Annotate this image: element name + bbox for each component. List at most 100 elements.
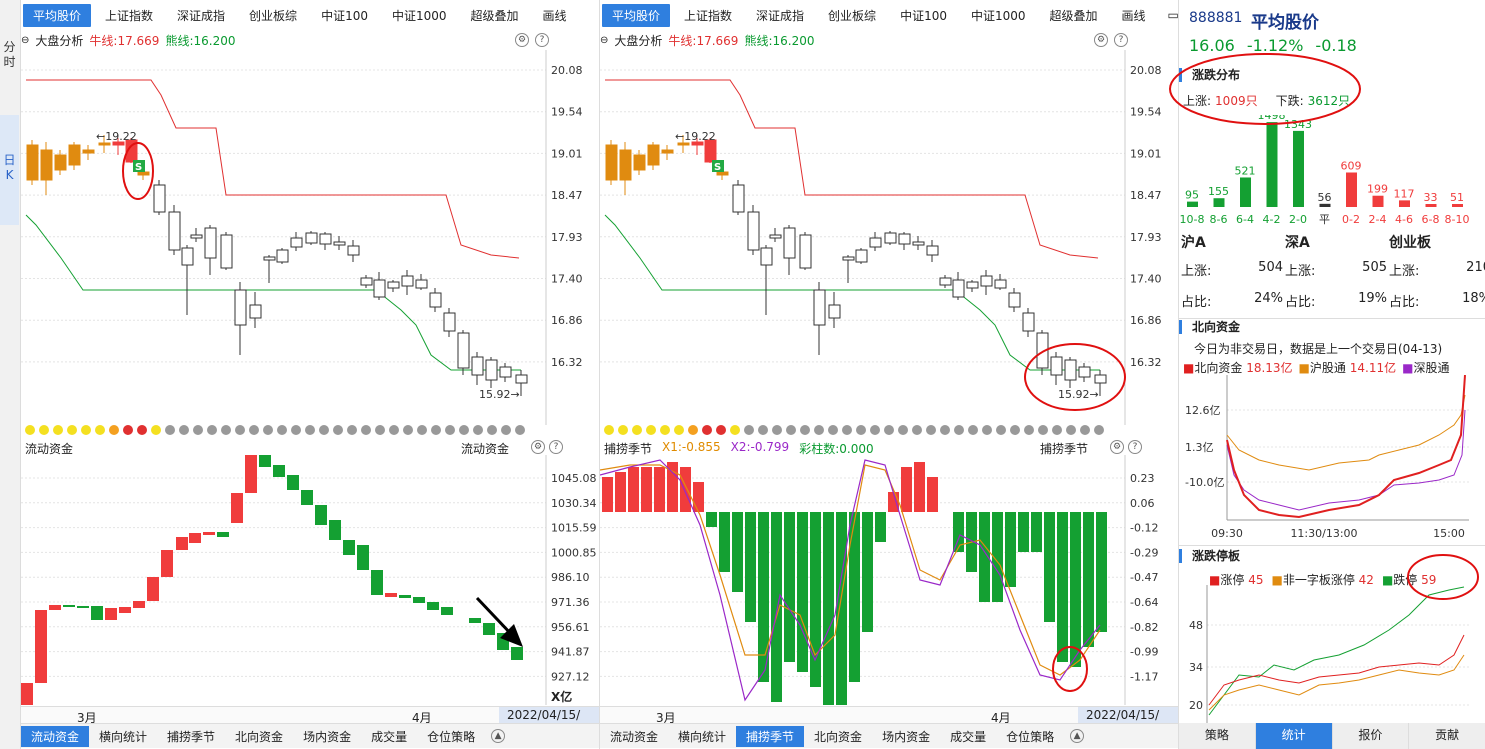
fund-bar [441, 607, 453, 615]
season-bar [979, 512, 990, 602]
tab-draw-line[interactable]: 画线 [542, 8, 567, 23]
signal-dot [235, 425, 245, 435]
market-name: 深A [1285, 235, 1310, 251]
rtab-quote[interactable]: 报价 [1332, 723, 1410, 749]
btab-onfloor[interactable]: 场内资金 [303, 729, 352, 744]
fund-bar [315, 505, 327, 525]
north-legend: ■北向资金 18.13亿 ■沪股通 14.11亿 ■深股通 [1183, 359, 1449, 376]
signal-dot [870, 425, 880, 435]
vtab-fenshi[interactable]: 分时 [0, 40, 19, 74]
mid-settings-icon[interactable]: ⚙ [1094, 33, 1108, 47]
signal-dot [207, 425, 217, 435]
market-col-0: 沪A 上涨: 504 占比: 24% [1181, 232, 1283, 310]
tab-super-overlay[interactable]: 超级叠加 [470, 8, 519, 23]
tab-sz-index[interactable]: 深证成指 [177, 8, 226, 23]
dist-range: 6-4 [1236, 213, 1254, 226]
season-bar [641, 467, 652, 512]
limit-tick-label: 48 [1189, 619, 1203, 632]
signal-dot [772, 425, 782, 435]
limit-title-text: 涨跌停板 [1179, 549, 1240, 563]
btab-season[interactable]: 捕捞季节 [167, 729, 216, 744]
candle-body [884, 232, 897, 244]
candle-body [799, 234, 812, 269]
candle-body [1008, 292, 1021, 308]
mid-ind-header: 捕捞季节 X1:-0.855 X2:-0.799 彩柱数:0.000 [604, 440, 874, 457]
ind-settings-icon[interactable]: ⚙ [531, 440, 545, 454]
mid-tab-draw-line[interactable]: 画线 [1121, 8, 1146, 23]
btab-fund[interactable]: 流动资金 [21, 725, 90, 747]
signal-dot [674, 425, 684, 435]
expand-up-icon[interactable]: ▲ [491, 729, 506, 743]
signal-dot [646, 425, 656, 435]
rtab-stats[interactable]: 统计 [1255, 723, 1333, 749]
season-bar [1083, 512, 1094, 647]
signal-dot [25, 425, 35, 435]
tab-csi100[interactable]: 中证100 [321, 8, 368, 23]
mid-btab-season[interactable]: 捕捞季节 [736, 725, 805, 747]
tab-sh-index[interactable]: 上证指数 [105, 8, 154, 23]
mid-tab-csi1000[interactable]: 中证1000 [970, 8, 1026, 23]
btab-position[interactable]: 仓位策略 [427, 729, 476, 744]
mid-tab-avg-price[interactable]: 平均股价 [602, 3, 671, 27]
mid-tab-super-overlay[interactable]: 超级叠加 [1049, 8, 1098, 23]
candle-body [1094, 374, 1107, 384]
mid-btab-horizontal[interactable]: 横向统计 [678, 729, 727, 744]
mid-tab-gem-index[interactable]: 创业板综 [828, 8, 877, 23]
mid-ind-help-icon[interactable]: ? [1128, 440, 1142, 454]
vtab-rik[interactable]: 日K [0, 115, 19, 225]
mid-tab-sz-index[interactable]: 深证成指 [756, 8, 805, 23]
candle-body [82, 149, 95, 154]
signal-dot [954, 425, 964, 435]
season-bar [1031, 512, 1042, 552]
signal-dot [912, 425, 922, 435]
mid-btab-fund[interactable]: 流动资金 [610, 729, 659, 744]
mid-expand-up-icon[interactable]: ▲ [1070, 729, 1085, 743]
settings-icon[interactable]: ⚙ [515, 33, 529, 47]
collapse-icon[interactable]: ⊖ [21, 34, 30, 46]
mid-btab-volume[interactable]: 成交量 [950, 729, 987, 744]
fund-bar [231, 493, 243, 523]
dist-range: 4-6 [1395, 213, 1413, 226]
tab-csi1000[interactable]: 中证1000 [391, 8, 447, 23]
tab-avg-price[interactable]: 平均股价 [23, 3, 92, 27]
candle-body [181, 247, 194, 266]
market-ratio-row: 占比:18% [1389, 291, 1485, 310]
btab-horizontal[interactable]: 横向统计 [99, 729, 148, 744]
north-legend-hgt: ■沪股通 14.11亿 [1298, 361, 1397, 375]
tab-gem-index[interactable]: 创业板综 [249, 8, 298, 23]
mid-btab-position[interactable]: 仓位策略 [1006, 729, 1055, 744]
hgt-line [1226, 394, 1466, 471]
candle-body [263, 256, 276, 261]
signal-dot [319, 425, 329, 435]
season-bar [862, 512, 873, 632]
season-bar [745, 512, 756, 622]
signal-dot [375, 425, 385, 435]
dist-count: 199 [1367, 183, 1388, 196]
ind-help-icon[interactable]: ? [549, 440, 563, 454]
mid-tab-csi100[interactable]: 中证100 [900, 8, 947, 23]
right-stats-panel: 888881 平均股价 16.06 -1.12% -0.18 涨跌分布 上涨: … [1178, 0, 1485, 749]
mid-help-icon[interactable]: ? [1114, 33, 1128, 47]
season-tick-label: -0.82 [1130, 621, 1158, 634]
signal-dot [1052, 425, 1062, 435]
mid-btab-onfloor[interactable]: 场内资金 [882, 729, 931, 744]
north-x-label: 15:00 [1433, 527, 1465, 540]
mid-btab-north[interactable]: 北向资金 [814, 729, 863, 744]
bars-value: 彩柱数:0.000 [799, 442, 874, 456]
rtab-contrib[interactable]: 贡献 [1409, 723, 1485, 749]
help-icon[interactable]: ? [535, 33, 549, 47]
season-bar [693, 482, 704, 512]
mid-collapse-icon[interactable]: ⊖ [600, 34, 609, 46]
season-bar [914, 462, 925, 512]
signal-dot [898, 425, 908, 435]
window-toggle-icon[interactable]: ▭ [1167, 8, 1179, 22]
mid-tab-sh-index[interactable]: 上证指数 [684, 8, 733, 23]
rtab-strategy[interactable]: 策略 [1179, 723, 1256, 749]
candle-body [691, 141, 704, 146]
btab-volume[interactable]: 成交量 [371, 729, 408, 744]
fund-bar [399, 595, 411, 598]
candle-body [1064, 359, 1077, 381]
btab-north[interactable]: 北向资金 [235, 729, 284, 744]
season-tick-label: 0.23 [1130, 472, 1155, 485]
mid-ind-settings-icon[interactable]: ⚙ [1110, 440, 1124, 454]
